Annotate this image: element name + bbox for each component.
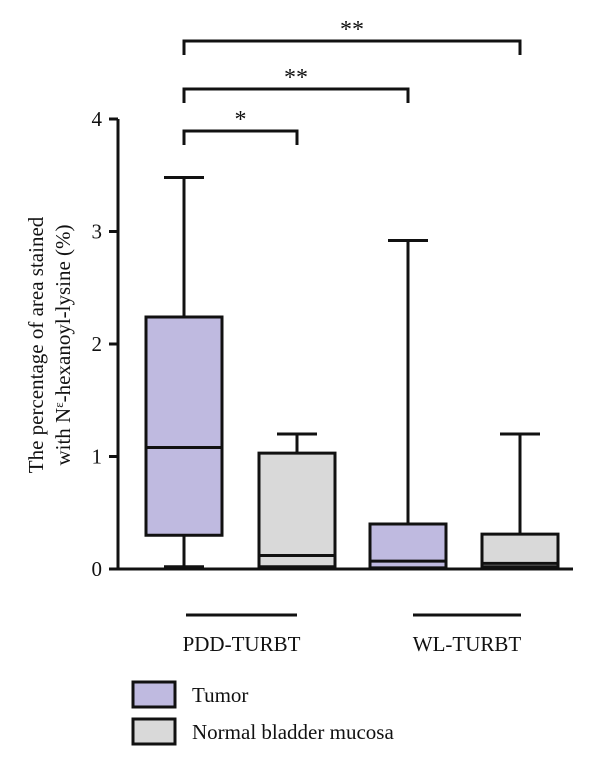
legend-swatch [131,680,177,709]
iqr-box [480,532,560,569]
boxes [144,176,560,571]
y-tick-label: 0 [92,557,103,581]
bracket-line [182,39,522,55]
bracket-line [182,129,299,145]
box-pdd-turbt-tumor [144,176,224,569]
significance-bracket: ** [182,65,410,103]
legend-item-tumor: Tumor [131,680,248,709]
y-axis-label-line2: with Nε-hexanoyl-lysine (%) [51,224,76,465]
group-wl-turbt: WL-TURBT [413,613,522,656]
group-pdd-turbt: PDD-TURBT [183,613,301,656]
y-axis-label-suffix: -hexanoyl-lysine (%) [51,224,75,402]
y-axis-label-sup: ε [51,402,66,408]
significance-bracket: * [182,107,299,145]
y-tick-label: 3 [92,220,103,244]
y-axis-label-prefix: with N [51,408,75,466]
bracket-line [182,87,410,103]
legend-label: Normal bladder mucosa [192,720,394,744]
y-axis-label: The percentage of area stained with Nε-h… [24,216,75,473]
significance-label: ** [340,17,364,43]
legend: Tumor Normal bladder mucosa [131,680,394,746]
box-pdd-turbt-normal [257,432,337,570]
box-wl-turbt-normal [480,432,560,571]
y-axis-label-line1: The percentage of area stained [24,216,48,473]
significance-label: * [235,107,247,133]
group-label: WL-TURBT [413,632,522,656]
significance-bracket: ** [182,17,522,55]
y-axis: 0 1 2 3 4 [92,107,120,581]
significance-label: ** [284,65,308,91]
y-tick-label: 1 [92,445,103,469]
y-tick-label: 2 [92,332,103,356]
significance-brackets: ***** [182,17,522,145]
legend-label: Tumor [192,683,248,707]
legend-item-normal: Normal bladder mucosa [131,717,394,746]
legend-swatch [131,717,177,746]
y-tick-label: 4 [92,107,103,131]
iqr-box [257,451,337,569]
box-wl-turbt-tumor [368,239,448,571]
group-label: PDD-TURBT [183,632,301,656]
iqr-box [144,315,224,537]
group-labels: PDD-TURBT WL-TURBT [183,613,522,656]
